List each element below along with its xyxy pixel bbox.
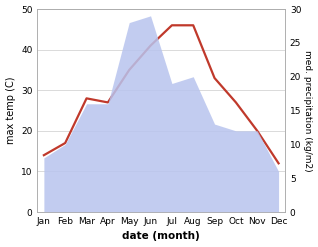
Y-axis label: med. precipitation (kg/m2): med. precipitation (kg/m2): [303, 50, 313, 171]
X-axis label: date (month): date (month): [122, 231, 200, 242]
Y-axis label: max temp (C): max temp (C): [5, 77, 16, 144]
